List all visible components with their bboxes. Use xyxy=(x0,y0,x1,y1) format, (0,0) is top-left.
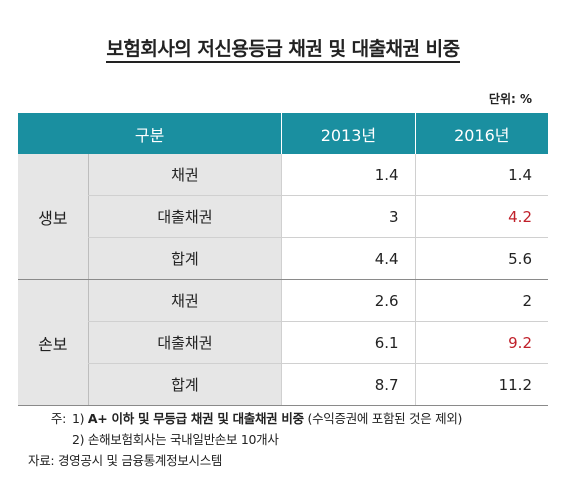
header-category: 구분 xyxy=(18,113,282,154)
value-2016: 2 xyxy=(414,279,548,322)
unit-label: 단위: % xyxy=(488,92,532,106)
value-2016-highlighted: 4.2 xyxy=(414,195,548,238)
footnote-2-text: 2) 손해보험회사는 국내일반손보 10개사 xyxy=(72,432,279,447)
value-2013: 4.4 xyxy=(281,237,416,280)
footnotes: 주: 1) A+ 이하 및 무등급 채권 및 대출채권 비중 (수익증권에 포함된… xyxy=(28,408,463,450)
page-title-text: 보험회사의 저신용등급 채권 및 대출채권 비중 xyxy=(106,38,460,63)
value-2013: 8.7 xyxy=(281,363,416,406)
footnote-1-rest: (수익증권에 포함된 것은 제외) xyxy=(303,411,463,426)
table-row: 합계 8.7 11.2 xyxy=(18,363,548,406)
group-label-life: 생보 xyxy=(18,154,89,280)
row-label: 대출채권 xyxy=(87,321,282,364)
header-2013: 2013년 xyxy=(281,113,416,154)
table-row: 합계 4.4 5.6 xyxy=(18,237,548,280)
row-label: 채권 xyxy=(87,279,282,322)
row-label: 합계 xyxy=(87,363,282,406)
row-label: 합계 xyxy=(87,237,282,280)
header-row: 구분 2013년 2016년 xyxy=(18,113,548,154)
footnote-label: 주: xyxy=(50,411,66,426)
footnote-2: 2) 손해보험회사는 국내일반손보 10개사 xyxy=(28,429,462,450)
row-label: 채권 xyxy=(87,154,282,196)
value-2013: 6.1 xyxy=(281,321,416,364)
table-row: 대출채권 3 4.2 xyxy=(18,195,548,238)
value-2016-highlighted: 9.2 xyxy=(414,321,548,364)
table-row: 손보 채권 2.6 2 xyxy=(18,279,548,406)
value-2016: 11.2 xyxy=(414,363,548,406)
value-2013: 2.6 xyxy=(281,279,416,322)
value-2016: 5.6 xyxy=(414,237,548,280)
footnote-1: 주: 1) A+ 이하 및 무등급 채권 및 대출채권 비중 (수익증권에 포함된… xyxy=(28,408,463,429)
group-label-nonlife: 손보 xyxy=(18,279,89,406)
row-label: 대출채권 xyxy=(87,195,282,238)
value-2013: 3 xyxy=(281,195,416,238)
footnote-1-prefix: 1) xyxy=(72,411,85,426)
source-line: 자료: 경영공시 및 금융통계정보시스템 xyxy=(28,453,223,468)
table-row: 대출채권 6.1 9.2 xyxy=(18,321,548,364)
table-row: 생보 채권 1.4 1.4 xyxy=(18,154,548,280)
value-2016: 1.4 xyxy=(414,154,548,196)
data-table: 구분 2013년 2016년 생보 채권 1.4 1.4 대출채권 3 4.2 … xyxy=(18,113,548,406)
value-2013: 1.4 xyxy=(281,154,416,196)
footnote-1-bold: A+ 이하 및 무등급 채권 및 대출채권 비중 xyxy=(87,411,304,426)
page-title: 보험회사의 저신용등급 채권 및 대출채권 비중 xyxy=(0,34,566,63)
header-2016: 2016년 xyxy=(414,113,548,154)
